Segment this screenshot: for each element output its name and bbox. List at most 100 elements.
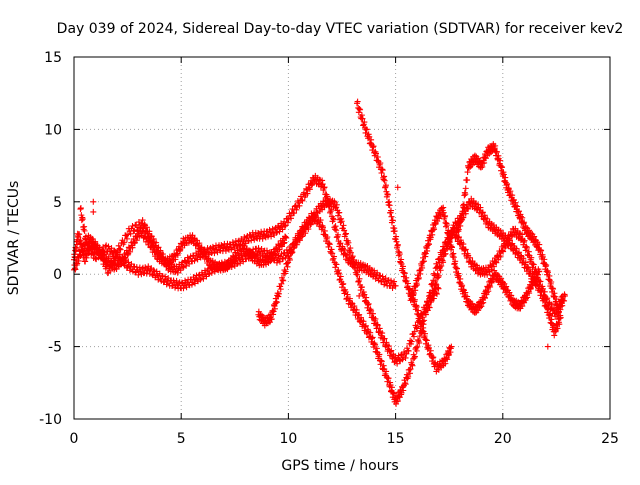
x-tick-label: 15 — [387, 431, 405, 447]
data-point — [412, 283, 419, 290]
data-point — [356, 105, 363, 112]
data-point — [512, 202, 519, 209]
data-point — [416, 313, 423, 320]
data-point — [304, 190, 311, 197]
data-point — [134, 226, 141, 233]
data-point — [380, 362, 387, 369]
data-point — [277, 286, 284, 293]
data-point — [330, 216, 337, 223]
data-point — [520, 255, 527, 262]
data-point — [500, 229, 507, 236]
data-point — [542, 299, 549, 306]
data-point — [394, 360, 401, 367]
x-tick-label: 25 — [601, 431, 619, 447]
data-point — [326, 241, 333, 248]
data-point — [281, 239, 288, 246]
data-point — [203, 250, 210, 257]
data-point — [180, 264, 187, 271]
data-point — [172, 256, 179, 263]
data-point — [402, 381, 409, 388]
data-point — [424, 247, 431, 254]
data-point — [409, 362, 416, 369]
data-point — [405, 347, 412, 354]
y-tick-label: 10 — [44, 122, 62, 138]
data-point — [520, 239, 527, 246]
data-point — [384, 378, 391, 385]
data-point — [464, 169, 471, 176]
data-point — [275, 290, 282, 297]
data-point — [174, 252, 181, 259]
data-point — [129, 244, 136, 251]
plot-frame — [73, 56, 611, 420]
data-point — [369, 144, 376, 151]
data-point — [281, 218, 288, 225]
data-point — [556, 321, 563, 328]
data-point — [440, 204, 447, 211]
data-point — [405, 280, 412, 287]
data-point — [462, 210, 469, 217]
data-point — [455, 272, 462, 279]
data-point — [270, 308, 277, 315]
data-point — [306, 186, 313, 193]
data-point — [92, 255, 99, 262]
data-point — [357, 314, 364, 321]
data-point — [369, 310, 376, 317]
data-point — [396, 394, 403, 401]
data-point — [443, 222, 450, 229]
data-point — [337, 276, 344, 283]
data-point — [366, 133, 373, 140]
data-point — [129, 223, 136, 230]
data-point — [196, 240, 203, 247]
data-point — [471, 309, 478, 316]
data-point — [437, 264, 444, 271]
data-point — [483, 289, 490, 296]
data-point — [346, 295, 353, 302]
data-point — [123, 235, 130, 242]
data-point — [393, 233, 400, 240]
data-point — [522, 295, 529, 302]
data-point — [413, 324, 420, 331]
data-point — [517, 213, 524, 220]
data-point — [318, 181, 325, 188]
data-point — [381, 335, 388, 342]
data-point — [176, 248, 183, 255]
data-point — [382, 182, 389, 189]
chart-title: Day 039 of 2024, Sidereal Day-to-day VTE… — [57, 21, 624, 37]
data-point — [385, 375, 392, 382]
data-point — [289, 249, 296, 256]
data-point — [328, 246, 335, 253]
data-point — [335, 231, 342, 238]
data-point — [137, 224, 144, 231]
data-point — [224, 266, 231, 273]
data-point — [282, 268, 289, 275]
data-point — [255, 245, 262, 252]
data-point — [320, 184, 327, 191]
data-point — [357, 106, 364, 113]
data-point — [141, 221, 148, 228]
data-point — [521, 219, 528, 226]
data-point — [332, 264, 339, 271]
data-point — [325, 243, 332, 250]
data-point — [279, 277, 286, 284]
data-point — [425, 342, 432, 349]
data-point — [557, 314, 564, 321]
data-point — [280, 240, 287, 247]
data-point — [406, 285, 413, 292]
data-point — [183, 262, 190, 269]
data-point — [331, 226, 338, 233]
x-tick-label: 0 — [70, 431, 79, 447]
data-point — [261, 233, 268, 240]
data-point — [358, 284, 365, 291]
data-point — [355, 278, 362, 285]
data-point — [135, 271, 142, 278]
data-point — [526, 290, 533, 297]
data-point — [352, 262, 359, 269]
data-point — [342, 231, 349, 238]
data-point — [374, 322, 381, 329]
data-point — [205, 270, 212, 277]
data-point — [381, 177, 388, 184]
data-point — [153, 268, 160, 275]
data-point — [283, 260, 290, 267]
data-point — [255, 230, 262, 237]
